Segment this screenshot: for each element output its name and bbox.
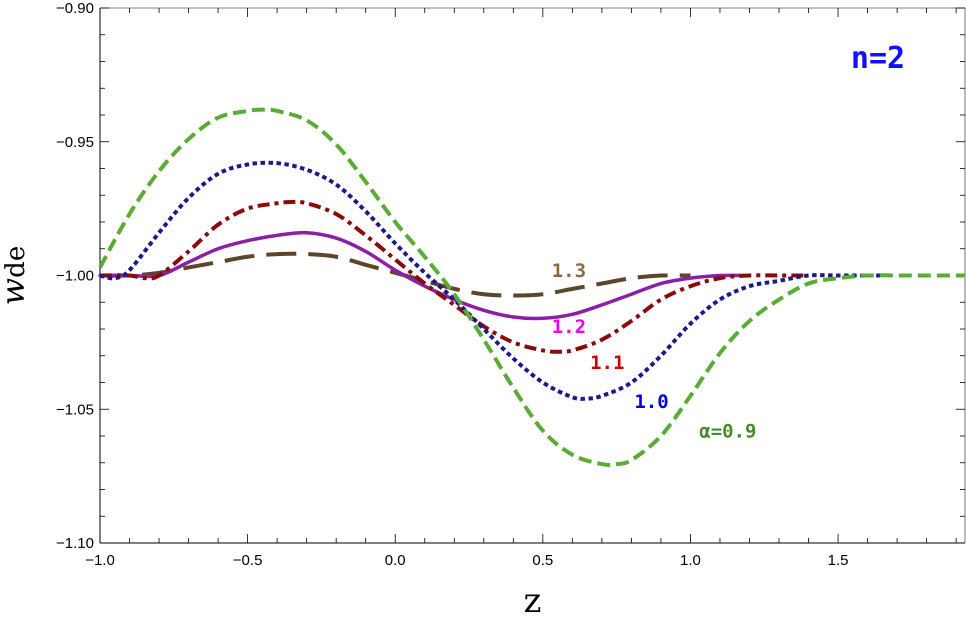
x-tick-label: −1.0	[85, 552, 115, 569]
series-line-dotted	[99, 160, 883, 401]
curve-label: α=0.9	[699, 420, 756, 442]
x-axis-title: z	[524, 581, 542, 618]
y-tick-label: −0.90	[56, 0, 94, 17]
series-line-dashdot	[99, 199, 809, 354]
x-tick-label: 1.5	[828, 552, 849, 569]
y-tick-label: −1.00	[56, 268, 94, 285]
series-line-solid	[98, 230, 746, 321]
y-tick-label: −0.95	[56, 134, 94, 151]
x-tick-label: 0.0	[385, 552, 406, 569]
y-axis-title: wde	[0, 246, 32, 305]
curve-label: 1.0	[634, 391, 668, 413]
x-tick-label: 1.0	[680, 552, 701, 569]
y-tick-label: −1.05	[56, 401, 94, 418]
ticks: −1.0 −0.5 0.0 0.5 1.0 1.5 −0.90 −0.95 −1.00 −1.05…	[56, 0, 965, 569]
plot-frame	[99, 7, 966, 544]
curve-label: 1.2	[552, 316, 586, 338]
x-tick-label: 0.5	[532, 552, 553, 569]
curve-label: 1.3	[552, 260, 586, 282]
series-line-longdash	[99, 251, 691, 298]
curve-label: 1.1	[590, 352, 624, 374]
y-axis-title-sub: de	[1, 246, 31, 278]
series-line-dashed	[98, 107, 965, 467]
x-tick-label: −0.5	[233, 552, 263, 569]
y-tick-label: −1.10	[56, 535, 94, 552]
curve-labels: 1.3 1.21.1 1.0 α=0.9	[552, 260, 757, 443]
curves	[98, 107, 965, 467]
y-axis-title-main: w	[0, 278, 32, 305]
panel-label: n=2	[851, 41, 905, 76]
